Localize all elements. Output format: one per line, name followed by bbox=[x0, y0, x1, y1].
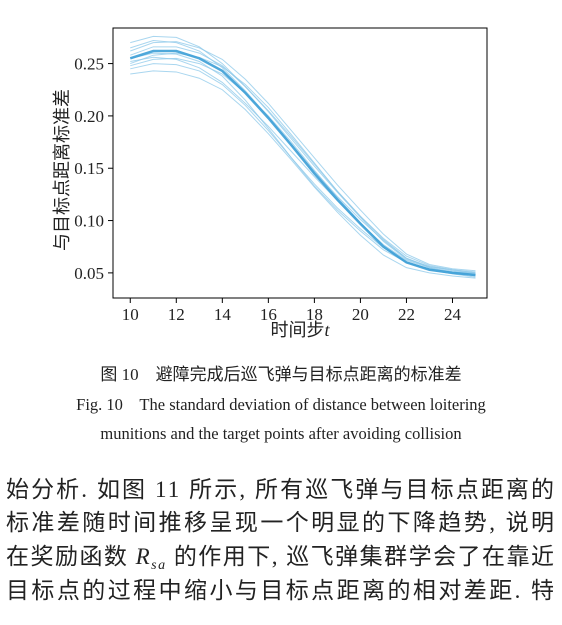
data-line bbox=[130, 57, 476, 275]
math-symbol: R bbox=[135, 544, 150, 569]
body-line: 目标点的过程中缩小与目标点距离的相对差距. 特 bbox=[6, 578, 554, 603]
x-tick-label: 22 bbox=[398, 305, 415, 324]
x-tick-label: 16 bbox=[260, 305, 277, 324]
y-tick-label: 0.25 bbox=[74, 55, 104, 74]
x-tick-label: 10 bbox=[122, 305, 139, 324]
data-line bbox=[130, 63, 476, 278]
y-tick-label: 0.15 bbox=[74, 159, 104, 178]
body-line: 始分析. 如图 11 所示, 所有巡飞弹与目标点距离的 bbox=[6, 477, 554, 502]
data-line bbox=[130, 70, 476, 279]
data-line bbox=[129, 49, 476, 277]
y-tick-label: 0.20 bbox=[74, 107, 104, 126]
x-axis-label: 时间步t bbox=[270, 320, 330, 340]
x-tick-label: 24 bbox=[444, 305, 462, 324]
x-tick-label: 12 bbox=[168, 305, 185, 324]
y-axis-label: 与目标点距离标准差 bbox=[52, 89, 72, 251]
caption-en: munitions and the target points after av… bbox=[100, 424, 461, 443]
x-tick-label: 14 bbox=[214, 305, 232, 324]
data-line bbox=[130, 35, 476, 274]
body-line: 在奖励函数 Rsa 的作用下, 巡飞弹集群学会了在靠近 bbox=[6, 544, 554, 573]
y-tick-label: 0.10 bbox=[74, 212, 104, 231]
body-text: 在奖励函数 bbox=[6, 544, 134, 569]
x-axis-label-text: 时间步 bbox=[270, 320, 324, 340]
body-text: 的作用下, 巡飞弹集群学会了在靠近 bbox=[167, 544, 554, 569]
data-line bbox=[130, 56, 476, 276]
math-subscript: sa bbox=[151, 558, 165, 573]
x-axis-label-var: t bbox=[324, 320, 330, 340]
caption-zh: 图 10 避障完成后巡飞弹与目标点距离的标准差 bbox=[100, 365, 461, 384]
body-line: 标准差随时间推移呈现一个明显的下降趋势, 说明 bbox=[6, 510, 554, 535]
data-line bbox=[130, 52, 476, 274]
x-tick-label: 18 bbox=[306, 305, 323, 324]
plot-frame bbox=[112, 27, 488, 299]
y-tick-label: 0.05 bbox=[74, 264, 104, 283]
x-tick-label: 20 bbox=[352, 305, 369, 324]
data-line bbox=[130, 41, 476, 272]
data-line bbox=[130, 46, 476, 274]
caption-en: Fig. 10 The standard deviation of distan… bbox=[76, 395, 486, 414]
